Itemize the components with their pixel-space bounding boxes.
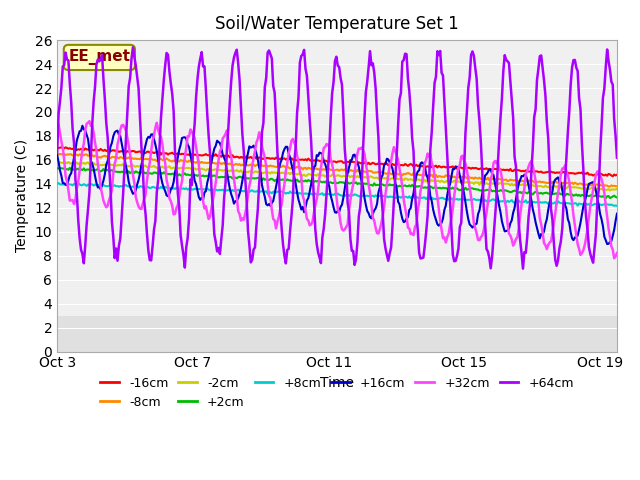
+16cm — [53, 152, 61, 158]
-8cm — [122, 156, 130, 161]
+16cm — [237, 186, 245, 192]
+64cm — [129, 44, 137, 50]
+8cm — [74, 180, 82, 186]
+2cm — [602, 195, 609, 201]
-2cm — [460, 180, 468, 185]
-2cm — [406, 177, 413, 182]
+2cm — [461, 185, 469, 191]
+2cm — [276, 177, 284, 182]
-2cm — [613, 186, 621, 192]
+8cm — [122, 182, 130, 188]
-16cm — [237, 154, 245, 160]
+32cm — [613, 250, 621, 256]
+64cm — [459, 185, 467, 191]
-16cm — [53, 145, 61, 151]
+16cm — [276, 160, 284, 166]
+2cm — [237, 174, 245, 180]
X-axis label: Time: Time — [320, 376, 354, 390]
+32cm — [407, 231, 415, 237]
-8cm — [605, 184, 612, 190]
Title: Soil/Water Temperature Set 1: Soil/Water Temperature Set 1 — [215, 15, 459, 33]
-8cm — [60, 151, 68, 157]
+32cm — [459, 153, 467, 158]
Line: -8cm: -8cm — [57, 154, 617, 187]
Line: -16cm: -16cm — [57, 147, 617, 176]
+2cm — [459, 185, 467, 191]
-16cm — [613, 172, 621, 178]
+16cm — [461, 200, 469, 205]
-16cm — [276, 156, 284, 161]
-16cm — [459, 165, 467, 171]
+64cm — [613, 155, 621, 160]
Legend: -16cm, -8cm, -2cm, +2cm, +8cm, +16cm, +32cm, +64cm: -16cm, -8cm, -2cm, +2cm, +8cm, +16cm, +3… — [95, 372, 579, 414]
-16cm — [58, 144, 65, 150]
Line: +16cm: +16cm — [57, 126, 617, 244]
-8cm — [459, 174, 467, 180]
+2cm — [53, 165, 61, 171]
+16cm — [459, 183, 467, 189]
+32cm — [122, 128, 130, 133]
+64cm — [407, 108, 415, 114]
Bar — [57, 316, 617, 351]
Line: +64cm: +64cm — [57, 47, 617, 269]
+8cm — [53, 181, 61, 187]
-16cm — [461, 166, 469, 171]
-16cm — [122, 149, 130, 155]
+16cm — [122, 163, 130, 169]
+8cm — [459, 197, 467, 203]
-8cm — [53, 152, 61, 158]
+32cm — [276, 206, 284, 212]
+64cm — [53, 150, 61, 156]
-2cm — [458, 180, 465, 185]
+8cm — [276, 189, 284, 194]
+32cm — [86, 118, 93, 124]
Line: +32cm: +32cm — [57, 121, 617, 258]
-2cm — [121, 163, 129, 169]
Line: +2cm: +2cm — [57, 168, 617, 198]
-8cm — [237, 163, 245, 168]
+2cm — [613, 194, 621, 200]
-2cm — [606, 188, 614, 193]
+64cm — [276, 205, 284, 211]
+2cm — [122, 170, 130, 176]
+32cm — [237, 218, 245, 224]
-16cm — [609, 173, 616, 179]
+2cm — [407, 183, 415, 189]
Line: -2cm: -2cm — [57, 162, 617, 191]
-16cm — [407, 161, 415, 167]
+8cm — [461, 197, 469, 203]
Text: EE_met: EE_met — [68, 49, 131, 65]
+16cm — [407, 205, 415, 211]
+64cm — [121, 165, 129, 170]
Y-axis label: Temperature (C): Temperature (C) — [15, 139, 29, 252]
-2cm — [53, 159, 61, 165]
-2cm — [236, 168, 243, 174]
-8cm — [407, 172, 415, 178]
+32cm — [53, 119, 61, 124]
+64cm — [237, 105, 245, 110]
+64cm — [461, 130, 469, 136]
+16cm — [79, 123, 86, 129]
+32cm — [461, 161, 469, 167]
+64cm — [519, 266, 527, 272]
+32cm — [611, 255, 618, 261]
Bar — [57, 40, 617, 316]
Line: +8cm: +8cm — [57, 183, 617, 206]
+8cm — [407, 195, 415, 201]
+2cm — [66, 165, 74, 171]
-2cm — [275, 170, 283, 176]
+8cm — [237, 188, 245, 194]
-8cm — [613, 183, 621, 189]
+16cm — [604, 241, 611, 247]
-8cm — [461, 174, 469, 180]
+8cm — [613, 203, 621, 209]
-8cm — [276, 164, 284, 170]
+16cm — [613, 211, 621, 216]
